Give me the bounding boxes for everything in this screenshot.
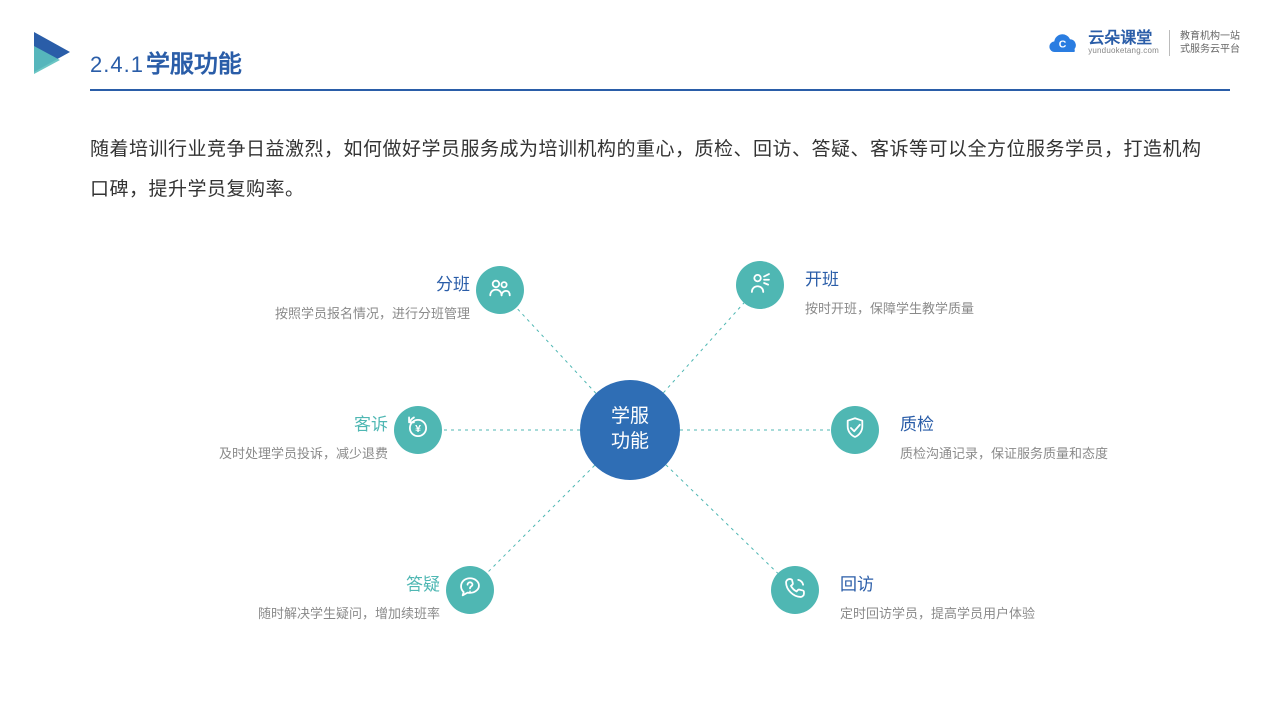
node-title: 质检 xyxy=(900,410,934,435)
node-title: 开班 xyxy=(805,265,839,290)
section-number: 2.4.1 xyxy=(90,52,144,78)
node-label-zhijian: 质检质检沟通记录，保证服务质量和态度 xyxy=(900,410,1108,462)
center-node: 学服 功能 xyxy=(580,380,680,480)
node-desc: 按照学员报名情况，进行分班管理 xyxy=(275,303,470,322)
slide: C 云朵课堂 yunduoketang.com 教育机构一站 式服务云平台 2.… xyxy=(0,0,1280,720)
node-fenban xyxy=(476,266,524,314)
group-icon xyxy=(487,275,513,306)
node-label-huifang: 回访定时回访学员，提高学员用户体验 xyxy=(840,570,1035,622)
teacher-icon xyxy=(747,270,773,301)
node-title: 客诉 xyxy=(354,410,388,435)
node-desc: 及时处理学员投诉，减少退费 xyxy=(219,443,388,462)
intro-paragraph: 随着培训行业竞争日益激烈，如何做好学员服务成为培训机构的重心，质检、回访、答疑、… xyxy=(90,130,1220,210)
slide-header: 2.4.1 学服功能 xyxy=(90,44,1220,91)
refund-icon: ¥ xyxy=(405,415,431,446)
question-icon xyxy=(457,575,483,606)
node-kesu: ¥ xyxy=(394,406,442,454)
header-rule xyxy=(90,89,1230,91)
node-desc: 随时解决学生疑问，增加续班率 xyxy=(258,603,440,622)
shield-icon xyxy=(842,415,868,446)
node-huifang xyxy=(771,566,819,614)
node-label-kesu: 客诉及时处理学员投诉，减少退费 xyxy=(219,410,388,462)
section-title: 学服功能 xyxy=(146,44,242,79)
node-zhijian xyxy=(831,406,879,454)
node-label-dayi: 答疑随时解决学生疑问，增加续班率 xyxy=(258,570,440,622)
node-title: 回访 xyxy=(840,570,874,595)
node-desc: 按时开班，保障学生教学质量 xyxy=(805,298,974,317)
corner-play-icon xyxy=(30,30,78,78)
radial-diagram: 学服 功能 分班按照学员报名情况，进行分班管理 ¥ 客诉及时处理学员投诉，减少退费答… xyxy=(0,230,1280,690)
node-dayi xyxy=(446,566,494,614)
svg-text:¥: ¥ xyxy=(415,423,421,435)
node-label-fenban: 分班按照学员报名情况，进行分班管理 xyxy=(275,270,470,322)
node-kaiban xyxy=(736,261,784,309)
center-label-2: 功能 xyxy=(611,430,649,455)
phone-icon xyxy=(782,575,808,606)
node-label-kaiban: 开班按时开班，保障学生教学质量 xyxy=(805,265,974,317)
center-label-1: 学服 xyxy=(611,405,649,430)
node-title: 答疑 xyxy=(406,570,440,595)
node-desc: 定时回访学员，提高学员用户体验 xyxy=(840,603,1035,622)
node-desc: 质检沟通记录，保证服务质量和态度 xyxy=(900,443,1108,462)
node-title: 分班 xyxy=(436,270,470,295)
